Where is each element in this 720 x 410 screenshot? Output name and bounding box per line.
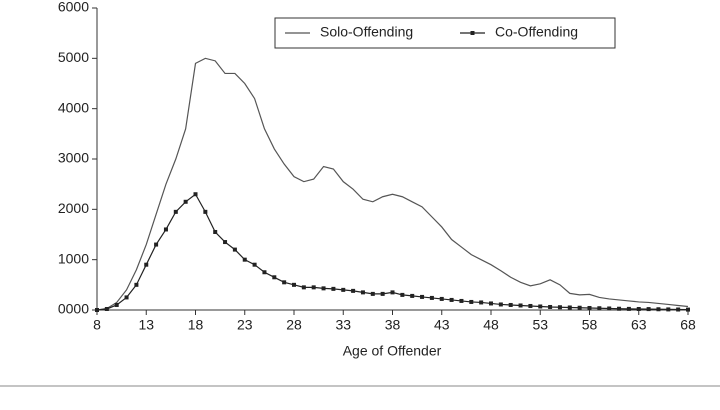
point-marker	[370, 291, 375, 296]
point-marker	[508, 302, 513, 307]
x-tick-label: 33	[335, 317, 351, 333]
point-marker	[607, 306, 612, 311]
point-marker	[626, 306, 631, 311]
legend-box	[274, 17, 616, 49]
point-marker	[134, 282, 139, 287]
point-marker	[331, 286, 336, 291]
point-marker	[95, 308, 99, 312]
point-marker	[163, 227, 168, 232]
point-marker	[193, 192, 198, 197]
point-marker	[489, 301, 493, 306]
point-marker	[104, 306, 109, 311]
point-marker	[587, 305, 592, 310]
x-tick-label: 48	[483, 317, 499, 333]
point-marker	[232, 247, 237, 252]
point-marker	[282, 280, 287, 285]
point-marker	[479, 300, 484, 305]
point-marker	[351, 288, 356, 293]
y-tick-label: 3000	[58, 150, 89, 166]
point-marker	[548, 304, 553, 309]
point-marker	[360, 290, 365, 295]
point-marker	[666, 307, 671, 312]
point-marker	[469, 299, 474, 304]
point-marker	[538, 304, 543, 309]
point-marker	[597, 306, 602, 311]
y-tick-label: 1000	[58, 250, 89, 266]
x-tick-label: 38	[385, 317, 401, 333]
point-marker	[341, 287, 346, 292]
point-marker	[252, 262, 257, 267]
point-marker	[636, 306, 641, 311]
x-tick-label: 28	[286, 317, 302, 333]
point-marker	[390, 290, 395, 295]
point-marker	[498, 302, 503, 307]
x-axis-label: Age of Offender	[343, 343, 442, 359]
point-marker	[528, 303, 533, 308]
point-marker	[114, 302, 119, 307]
y-tick-label: 4000	[58, 99, 89, 115]
point-marker	[656, 307, 661, 312]
point-marker	[557, 305, 562, 310]
point-marker	[301, 285, 306, 290]
series-line	[96, 57, 689, 311]
x-tick-label: 18	[188, 317, 204, 333]
point-marker	[183, 199, 188, 204]
x-tick-label: 58	[582, 317, 598, 333]
legend-marker	[470, 31, 475, 35]
legend-label: Co-Offending	[495, 24, 578, 40]
point-marker	[213, 229, 218, 234]
point-marker	[272, 275, 277, 280]
y-tick-label: 0000	[58, 301, 89, 317]
point-marker	[567, 305, 572, 310]
point-marker	[321, 286, 326, 291]
point-marker	[292, 282, 296, 287]
point-marker	[173, 209, 178, 214]
x-tick-label: 8	[93, 317, 101, 333]
point-marker	[124, 295, 129, 300]
y-tick-label: 5000	[58, 49, 89, 65]
point-marker	[617, 306, 622, 311]
legend-label: Solo-Offending	[320, 24, 413, 40]
point-marker	[223, 240, 228, 245]
point-marker	[311, 285, 316, 290]
point-marker	[380, 291, 385, 296]
point-marker	[449, 297, 454, 302]
point-marker	[646, 307, 651, 312]
point-marker	[439, 296, 444, 301]
point-marker	[144, 262, 149, 267]
point-marker	[410, 293, 415, 298]
point-marker	[686, 307, 690, 312]
y-tick-label: 2000	[58, 200, 89, 216]
x-tick-label: 13	[138, 317, 154, 333]
point-marker	[154, 242, 159, 247]
point-marker	[518, 303, 523, 308]
x-tick-label: 68	[680, 317, 696, 333]
x-tick-label: 43	[434, 317, 450, 333]
point-marker	[577, 305, 582, 310]
y-tick-label: 6000	[58, 0, 89, 15]
point-marker	[420, 294, 425, 299]
x-tick-label: 23	[237, 317, 253, 333]
x-tick-label: 53	[532, 317, 548, 333]
point-marker	[242, 257, 247, 262]
point-marker	[203, 209, 208, 214]
point-marker	[676, 307, 681, 312]
x-tick-label: 63	[631, 317, 647, 333]
point-marker	[429, 295, 434, 300]
point-marker	[459, 298, 464, 303]
point-marker	[400, 292, 405, 297]
point-marker	[262, 270, 267, 275]
